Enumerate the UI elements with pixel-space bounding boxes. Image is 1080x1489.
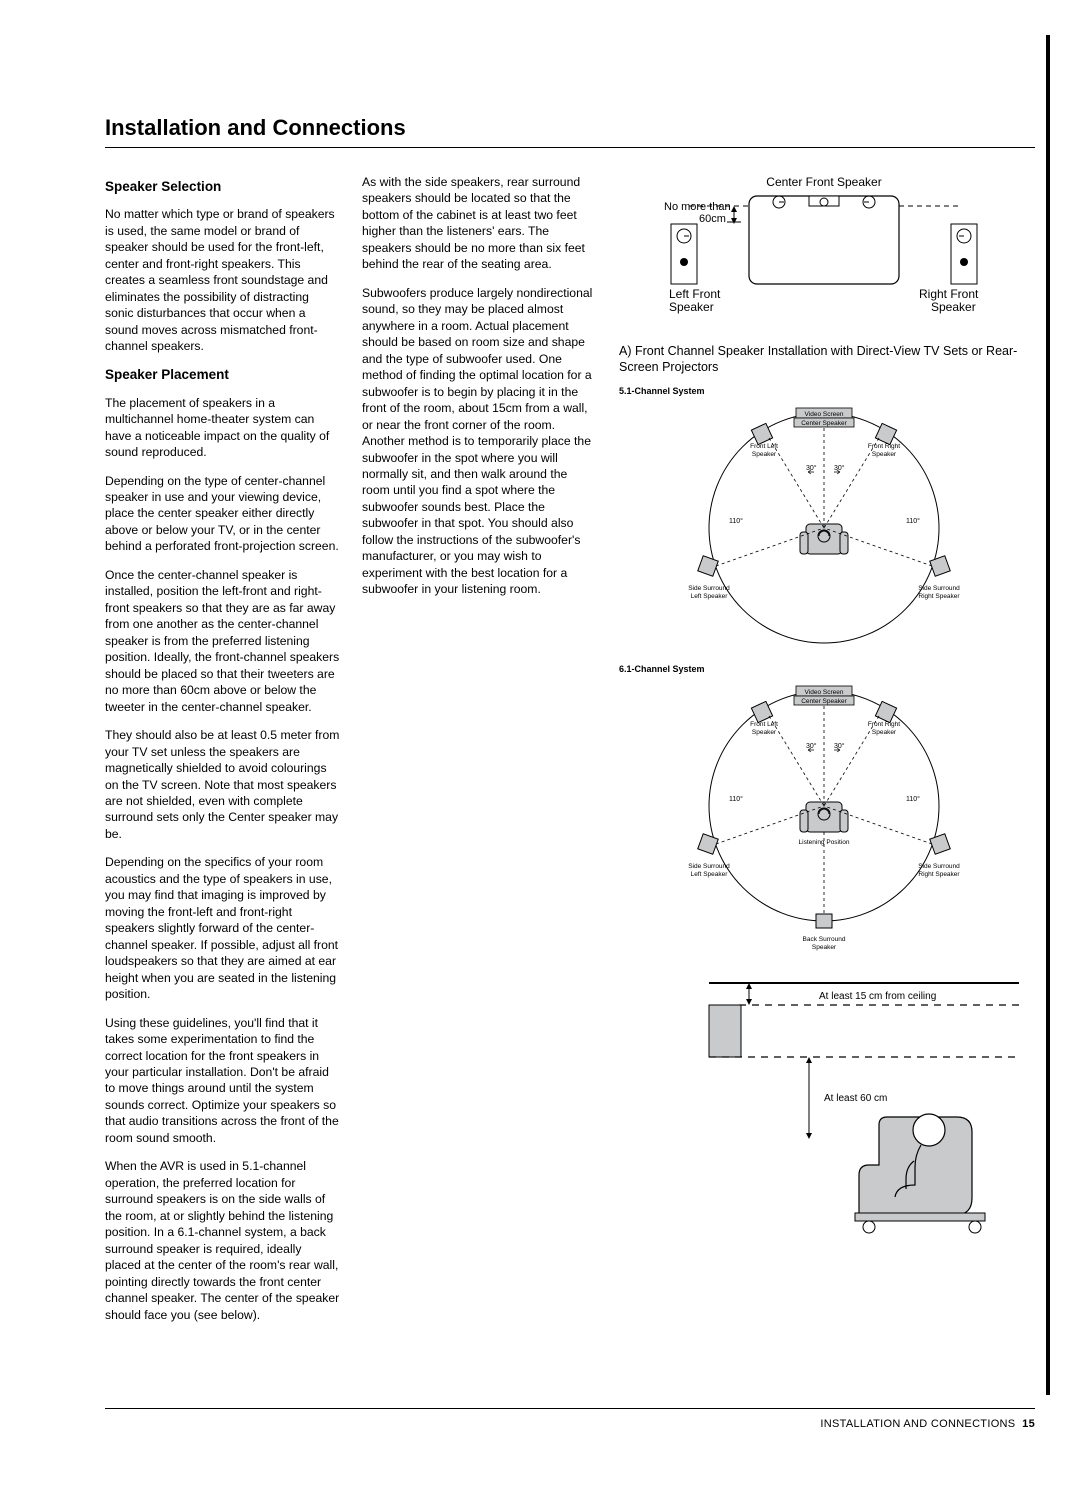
para: No matter which type or brand of speaker…: [105, 206, 340, 354]
para: When the AVR is used in 5.1-channel oper…: [105, 1158, 340, 1323]
svg-text:Speaker: Speaker: [812, 944, 837, 951]
figure-51-channel: Video Screen Center Speaker Front Left S…: [619, 398, 1029, 653]
footer-text: INSTALLATION AND CONNECTIONS: [820, 1418, 1015, 1430]
column-middle: As with the side speakers, rear surround…: [362, 174, 597, 1335]
svg-text:Side Surround: Side Surround: [688, 863, 730, 870]
svg-text:Left Speaker: Left Speaker: [691, 593, 729, 600]
para: As with the side speakers, rear surround…: [362, 174, 597, 273]
fig-51-label: 5.1-Channel System: [619, 386, 1029, 396]
svg-text:110°: 110°: [729, 517, 743, 525]
heading-speaker-placement: Speaker Placement: [105, 366, 340, 384]
para: Once the center-channel speaker is insta…: [105, 567, 340, 715]
svg-text:Speaker: Speaker: [752, 451, 777, 458]
figure-a-front-channel: Center Front Speaker: [619, 174, 1029, 334]
title-rule: Installation and Connections: [105, 115, 1035, 148]
fig-61-label: 6.1-Channel System: [619, 664, 1029, 674]
figure-61-channel: Video Screen Center Speaker Front Left S…: [619, 676, 1029, 966]
svg-text:Back Surround: Back Surround: [803, 936, 846, 943]
fig-side-ceiling: At least 15 cm from ceiling: [819, 991, 936, 1002]
svg-text:Front Left: Front Left: [750, 443, 778, 450]
page-content: Installation and Connections Speaker Sel…: [105, 115, 1035, 1335]
fig-a-title: Center Front Speaker: [766, 175, 881, 189]
figure-a-caption: A) Front Channel Speaker Installation wi…: [619, 343, 1029, 376]
svg-text:Front Left: Front Left: [750, 721, 778, 728]
fig-a-lf2: Speaker: [669, 300, 714, 314]
svg-text:30°: 30°: [806, 464, 817, 472]
svg-text:30°: 30°: [834, 464, 845, 472]
footer-rule: [105, 1408, 1035, 1409]
svg-text:Speaker: Speaker: [872, 451, 897, 458]
para: Depending on the type of center-channel …: [105, 473, 340, 555]
para: They should also be at least 0.5 meter f…: [105, 727, 340, 842]
svg-text:Video Screen: Video Screen: [805, 689, 844, 696]
para: Depending on the specifics of your room …: [105, 854, 340, 1002]
fig-side-height: At least 60 cm: [824, 1093, 887, 1104]
column-left: Speaker Selection No matter which type o…: [105, 174, 340, 1335]
column-right: Center Front Speaker: [619, 174, 1029, 1335]
footer: INSTALLATION AND CONNECTIONS 15: [820, 1418, 1035, 1430]
svg-text:110°: 110°: [906, 795, 920, 803]
para: Subwoofers produce largely nondirectiona…: [362, 285, 597, 598]
svg-text:Speaker: Speaker: [752, 729, 777, 736]
page-title: Installation and Connections: [105, 115, 1035, 141]
svg-text:Side Surround: Side Surround: [688, 585, 730, 592]
svg-text:Side Surround: Side Surround: [918, 863, 960, 870]
para: Using these guidelines, you'll find that…: [105, 1015, 340, 1147]
fig-a-rf1: Right Front: [919, 287, 979, 301]
svg-text:Center Speaker: Center Speaker: [801, 420, 847, 427]
heading-speaker-selection: Speaker Selection: [105, 178, 340, 196]
svg-text:Center Speaker: Center Speaker: [801, 698, 847, 705]
footer-page: 15: [1022, 1418, 1035, 1430]
fig-a-nomore: No more than: [664, 201, 731, 213]
svg-text:Side Surround: Side Surround: [918, 585, 960, 592]
svg-text:Speaker: Speaker: [872, 729, 897, 736]
svg-text:30°: 30°: [806, 742, 817, 750]
fig-a-rf2: Speaker: [931, 300, 976, 314]
svg-text:30°: 30°: [834, 742, 845, 750]
svg-text:110°: 110°: [906, 517, 920, 525]
page-edge-marker: [1046, 35, 1050, 1395]
svg-text:Left Speaker: Left Speaker: [691, 871, 729, 878]
para: The placement of speakers in a multichan…: [105, 395, 340, 461]
svg-text:Right Speaker: Right Speaker: [918, 593, 960, 600]
figure-side-view: At least 15 cm from ceiling At least 60 …: [619, 975, 1029, 1245]
svg-text:Right Speaker: Right Speaker: [918, 871, 960, 878]
svg-text:Video Screen: Video Screen: [805, 411, 844, 418]
fig-a-60cm: 60cm: [699, 213, 726, 225]
fig-a-lf1: Left Front: [669, 287, 721, 301]
svg-text:110°: 110°: [729, 795, 743, 803]
columns: Speaker Selection No matter which type o…: [105, 174, 1035, 1335]
